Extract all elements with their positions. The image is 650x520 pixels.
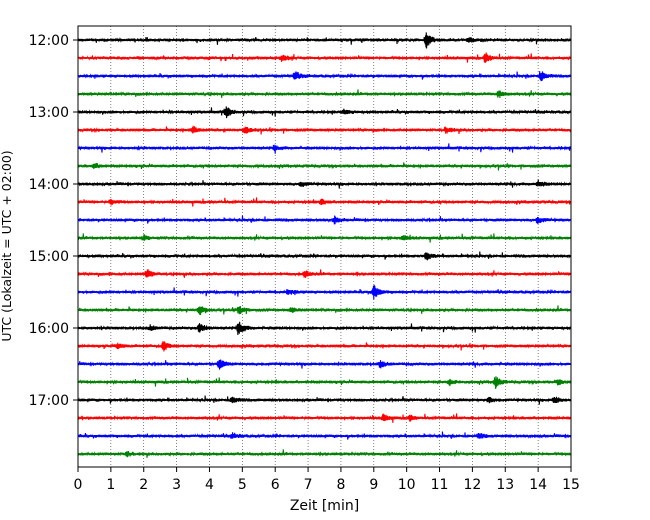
trace-1730	[77, 431, 572, 440]
x-tick-label-6: 6	[271, 477, 280, 493]
x-tick-label-8: 8	[336, 477, 345, 493]
y-tick-label-0: 12:00	[29, 33, 69, 49]
x-tick-label-0: 0	[74, 477, 83, 493]
trace-1515	[77, 269, 572, 278]
x-axis-label: Zeit [min]	[290, 498, 359, 514]
y-tick-label-5: 17:00	[29, 393, 69, 409]
x-tick-label-12: 12	[463, 477, 481, 493]
y-axis-label: UTC (Lokalzeit = UTC + 02:00)	[0, 150, 14, 341]
trace-1530	[77, 284, 572, 300]
x-tick-label-10: 10	[398, 477, 416, 493]
x-tick-label-14: 14	[529, 477, 547, 493]
x-tick-label-2: 2	[139, 477, 148, 493]
x-tick-label-11: 11	[431, 477, 449, 493]
trace-1545	[77, 305, 572, 316]
trace-1230	[77, 71, 572, 82]
trace-1215	[77, 52, 572, 64]
trace-1245	[77, 89, 572, 99]
trace-1330	[77, 143, 572, 154]
y-axis-ticks: 12:00 13:00 14:00 15:00 16:00 17:00	[29, 33, 78, 409]
trace-1630	[77, 359, 572, 370]
trace-1615	[77, 341, 572, 352]
trace-1500	[77, 251, 572, 261]
x-tick-label-13: 13	[496, 477, 514, 493]
x-tick-label-9: 9	[369, 477, 378, 493]
trace-1430	[77, 215, 572, 225]
x-axis-ticks: 0 1 2 3 4 5 6 7 8 9 10 11 12 13 14 15	[74, 467, 580, 493]
trace-1300	[77, 106, 572, 119]
x-tick-label-7: 7	[304, 477, 313, 493]
trace-1400	[77, 179, 572, 189]
x-tick-label-1: 1	[106, 477, 115, 493]
trace-1415	[77, 197, 572, 207]
y-tick-label-1: 13:00	[29, 105, 69, 121]
trace-1700	[77, 395, 572, 405]
trace-1715	[77, 413, 572, 423]
x-tick-label-5: 5	[238, 477, 247, 493]
trace-1645	[77, 376, 572, 389]
y-tick-label-3: 15:00	[29, 249, 69, 265]
trace-1200	[77, 32, 572, 49]
plot-frame	[77, 25, 572, 468]
x-tick-label-15: 15	[562, 477, 580, 493]
seismogram-traces	[77, 32, 572, 458]
y-tick-label-2: 14:00	[29, 177, 69, 193]
trace-1600	[77, 321, 572, 336]
trace-1315	[77, 125, 572, 135]
y-tick-label-4: 16:00	[29, 321, 69, 337]
trace-1345	[77, 162, 572, 171]
x-tick-label-4: 4	[205, 477, 214, 493]
x-tick-label-3: 3	[172, 477, 181, 493]
trace-1445	[77, 233, 572, 243]
trace-1745	[77, 449, 572, 458]
